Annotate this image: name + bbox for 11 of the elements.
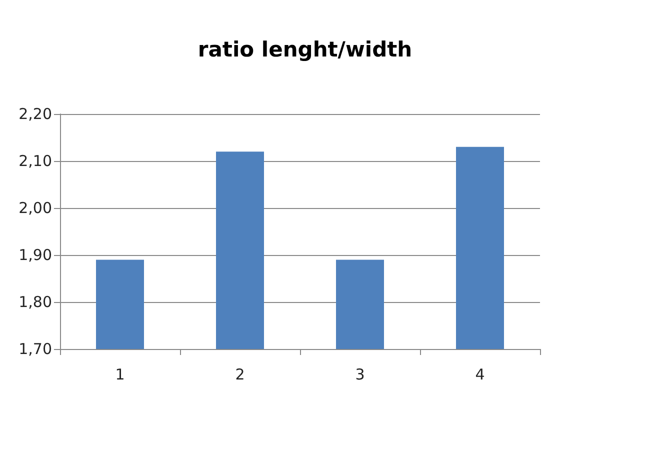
y-tick-label: 2,00 [18,199,52,217]
y-tick-label: 2,20 [18,105,52,123]
y-tick-label: 1,80 [18,293,52,311]
x-tick-label: 2 [235,366,245,384]
y-tick-label: 2,10 [18,152,52,170]
y-tick-label: 1,70 [18,340,52,358]
chart-title: ratio lenght/width [198,38,412,62]
y-tick-label: 1,90 [18,246,52,264]
x-tick-label: 4 [475,366,485,384]
x-tick-label: 3 [355,366,365,384]
x-tick-label: 1 [115,366,125,384]
